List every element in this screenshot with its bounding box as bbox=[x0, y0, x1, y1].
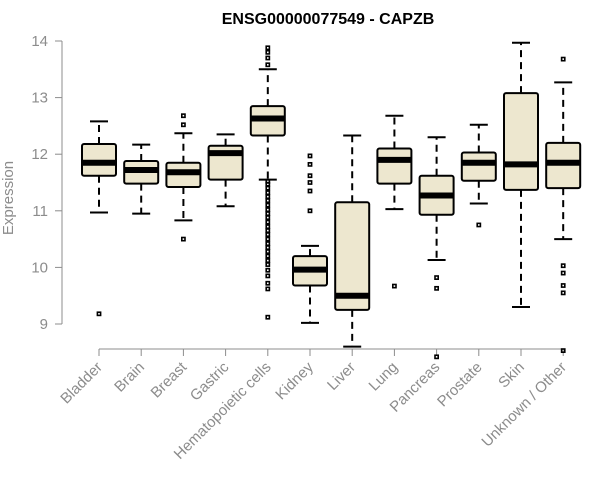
outlier-point bbox=[560, 348, 566, 354]
box-group bbox=[249, 45, 286, 320]
outlier-point bbox=[265, 49, 271, 55]
x-tick-label: Breast bbox=[148, 358, 191, 401]
x-tick-label: Skin bbox=[495, 359, 528, 392]
outlier-point bbox=[265, 314, 271, 320]
box-iqr bbox=[460, 151, 497, 182]
outlier-point bbox=[560, 263, 566, 269]
outlier-point bbox=[265, 245, 271, 250]
outlier-point bbox=[307, 208, 313, 214]
y-tick-label: 11 bbox=[32, 203, 48, 220]
box-iqr bbox=[334, 201, 371, 311]
outlier-point bbox=[560, 270, 566, 276]
outlier-point bbox=[307, 180, 313, 185]
chart-title: ENSG00000077549 - CAPZB bbox=[222, 11, 435, 28]
outlier-point bbox=[265, 55, 271, 61]
outlier-point bbox=[96, 311, 102, 317]
outlier-point bbox=[307, 173, 313, 179]
box-group bbox=[334, 134, 371, 348]
outlier-point bbox=[265, 198, 271, 204]
outlier-point bbox=[265, 185, 271, 191]
outlier-point bbox=[265, 253, 271, 259]
outlier-point bbox=[265, 45, 271, 51]
outlier-point bbox=[265, 202, 271, 208]
outlier-point bbox=[265, 262, 271, 267]
outlier-point bbox=[265, 62, 271, 68]
outlier-point bbox=[265, 249, 271, 254]
outlier-point bbox=[265, 286, 271, 292]
y-tick-label: 12 bbox=[31, 146, 48, 163]
x-tick-label: Lung bbox=[366, 359, 402, 395]
outlier-point bbox=[434, 285, 440, 291]
x-tick-label: Prostate bbox=[434, 359, 486, 411]
outlier-point bbox=[391, 283, 397, 289]
outlier-point bbox=[265, 258, 271, 264]
box-group bbox=[207, 133, 244, 208]
outlier-point bbox=[265, 207, 271, 213]
y-tick-label: 9 bbox=[40, 316, 48, 333]
outlier-point bbox=[265, 224, 271, 230]
outlier-point bbox=[265, 178, 271, 184]
outlier-point bbox=[307, 161, 313, 167]
boxplot-series bbox=[81, 41, 582, 360]
box-iqr bbox=[376, 147, 413, 185]
outlier-point bbox=[307, 188, 313, 194]
outlier-point bbox=[265, 211, 271, 217]
outlier-point bbox=[434, 354, 440, 360]
outlier-point bbox=[181, 236, 186, 242]
y-tick-label: 14 bbox=[31, 33, 48, 50]
outlier-point bbox=[265, 232, 271, 237]
outlier-point bbox=[265, 236, 271, 242]
box-group bbox=[460, 123, 497, 228]
box-group bbox=[165, 113, 202, 242]
outlier-point bbox=[265, 273, 271, 279]
x-tick-label: Liver bbox=[324, 359, 359, 394]
x-tick-label: Kidney bbox=[272, 358, 317, 403]
outlier-point bbox=[265, 194, 271, 200]
box-group bbox=[81, 120, 117, 317]
y-tick-label: 10 bbox=[31, 259, 48, 276]
y-axis: 9 10 11 12 13 14 bbox=[31, 33, 63, 333]
outlier-point bbox=[265, 190, 271, 196]
box-group bbox=[292, 153, 328, 324]
box-group bbox=[418, 136, 455, 360]
outlier-point bbox=[265, 280, 271, 286]
box-iqr bbox=[503, 92, 539, 191]
y-axis-label: Expression bbox=[0, 161, 17, 235]
outlier-point bbox=[265, 215, 271, 220]
outlier-point bbox=[265, 241, 271, 247]
box-group bbox=[123, 143, 160, 215]
outlier-point bbox=[560, 290, 566, 296]
outlier-point bbox=[181, 113, 186, 119]
box-group bbox=[545, 56, 582, 354]
outlier-point bbox=[560, 283, 566, 288]
outlier-point bbox=[560, 56, 566, 62]
x-tick-label: Brain bbox=[111, 359, 148, 396]
outlier-point bbox=[307, 153, 313, 159]
outlier-point bbox=[181, 122, 186, 128]
x-tick-label: Bladder bbox=[57, 359, 106, 408]
outlier-point bbox=[434, 275, 440, 280]
outlier-point bbox=[265, 228, 271, 234]
y-tick-label: 13 bbox=[31, 90, 48, 107]
box-group bbox=[376, 114, 413, 289]
outlier-point bbox=[265, 219, 271, 225]
outlier-point bbox=[265, 267, 271, 273]
box-group bbox=[503, 41, 539, 309]
outlier-point bbox=[476, 222, 482, 228]
